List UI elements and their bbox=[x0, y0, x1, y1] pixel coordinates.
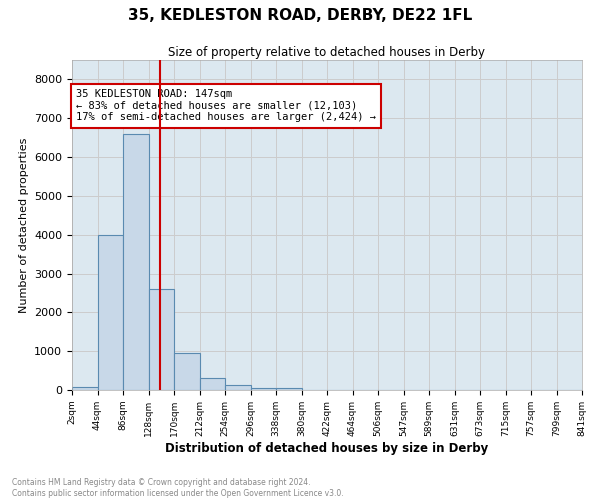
X-axis label: Distribution of detached houses by size in Derby: Distribution of detached houses by size … bbox=[166, 442, 488, 454]
Text: Contains HM Land Registry data © Crown copyright and database right 2024.
Contai: Contains HM Land Registry data © Crown c… bbox=[12, 478, 344, 498]
Y-axis label: Number of detached properties: Number of detached properties bbox=[19, 138, 29, 312]
Bar bbox=[72, 388, 97, 390]
Bar bbox=[199, 378, 225, 390]
Bar bbox=[225, 385, 251, 390]
Title: Size of property relative to detached houses in Derby: Size of property relative to detached ho… bbox=[169, 46, 485, 59]
Bar bbox=[251, 388, 276, 390]
Bar bbox=[149, 289, 174, 390]
Bar bbox=[123, 134, 149, 390]
Bar bbox=[174, 353, 199, 390]
Bar bbox=[276, 388, 302, 390]
Bar bbox=[97, 234, 123, 390]
Text: 35, KEDLESTON ROAD, DERBY, DE22 1FL: 35, KEDLESTON ROAD, DERBY, DE22 1FL bbox=[128, 8, 472, 22]
Text: 35 KEDLESTON ROAD: 147sqm
← 83% of detached houses are smaller (12,103)
17% of s: 35 KEDLESTON ROAD: 147sqm ← 83% of detac… bbox=[76, 89, 376, 122]
